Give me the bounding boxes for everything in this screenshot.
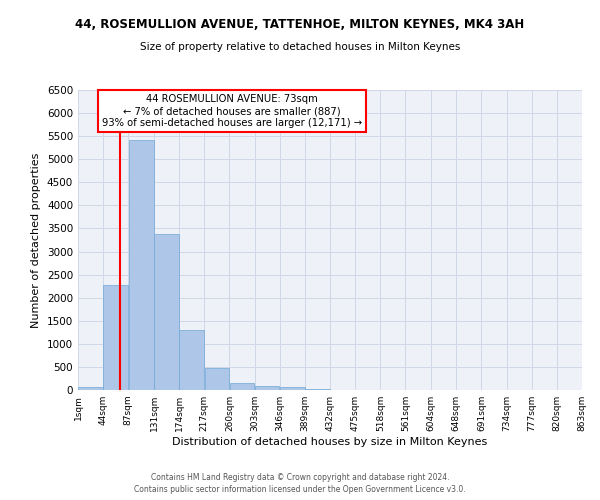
Text: 44, ROSEMULLION AVENUE, TATTENHOE, MILTON KEYNES, MK4 3AH: 44, ROSEMULLION AVENUE, TATTENHOE, MILTO… bbox=[76, 18, 524, 30]
Bar bbox=[230, 382, 254, 390]
Bar bbox=[305, 388, 330, 390]
Y-axis label: Number of detached properties: Number of detached properties bbox=[31, 152, 41, 328]
Text: 44 ROSEMULLION AVENUE: 73sqm
← 7% of detached houses are smaller (887)
93% of se: 44 ROSEMULLION AVENUE: 73sqm ← 7% of det… bbox=[101, 94, 362, 128]
Text: Size of property relative to detached houses in Milton Keynes: Size of property relative to detached ho… bbox=[140, 42, 460, 52]
Text: Contains public sector information licensed under the Open Government Licence v3: Contains public sector information licen… bbox=[134, 485, 466, 494]
Bar bbox=[78, 387, 103, 390]
Bar bbox=[205, 368, 229, 390]
Bar bbox=[154, 234, 179, 390]
Bar bbox=[280, 387, 305, 390]
X-axis label: Distribution of detached houses by size in Milton Keynes: Distribution of detached houses by size … bbox=[172, 437, 488, 447]
Bar bbox=[103, 285, 128, 390]
Bar bbox=[128, 140, 154, 390]
Text: Contains HM Land Registry data © Crown copyright and database right 2024.: Contains HM Land Registry data © Crown c… bbox=[151, 472, 449, 482]
Bar bbox=[255, 386, 280, 390]
Bar bbox=[179, 330, 204, 390]
